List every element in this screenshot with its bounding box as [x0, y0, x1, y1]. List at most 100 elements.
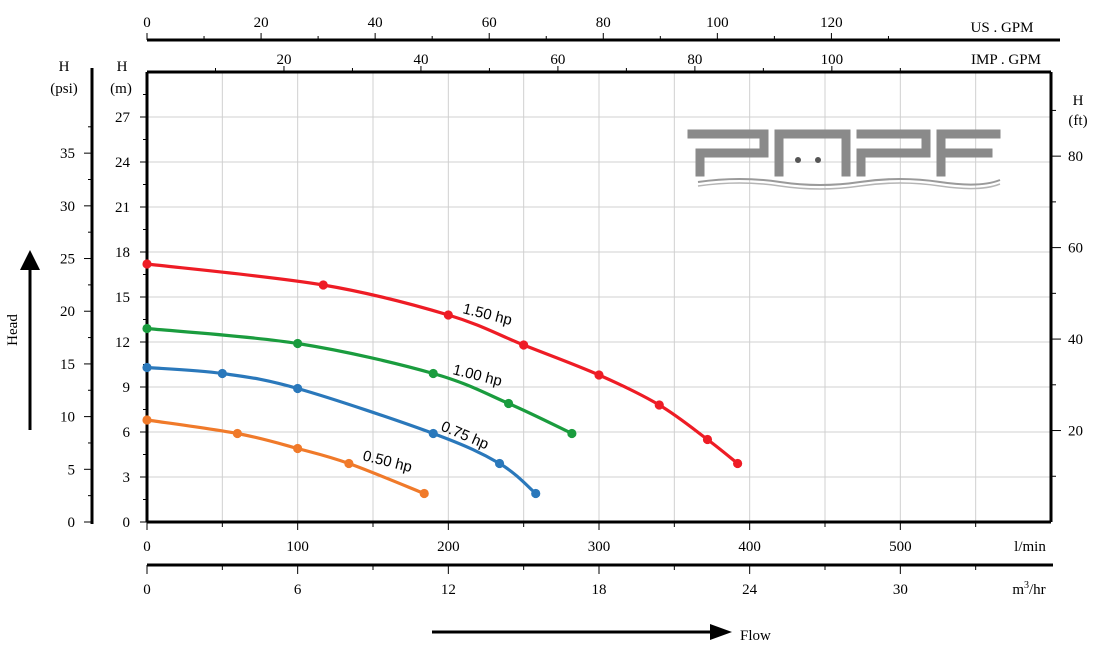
lmin-tick-label: 300 [588, 539, 611, 555]
flow-label: Flow [740, 628, 771, 643]
psi-tick-label: 10 [60, 410, 75, 426]
series-point [318, 280, 328, 290]
usgpm-axis-label: US . GPM [971, 20, 1034, 36]
headm-tick-label: 9 [123, 380, 131, 396]
series-point [142, 323, 152, 334]
series-point [142, 362, 152, 373]
impgpm-axis-label: IMP . GPM [971, 52, 1041, 68]
usgpm-tick-label: 80 [596, 15, 611, 31]
impgpm-tick-label: 80 [687, 52, 702, 68]
series-point [232, 428, 242, 439]
m3hr-tick-label: 0 [143, 582, 151, 598]
m3hr-tick-label: 30 [893, 582, 908, 598]
headm-tick-label: 12 [115, 335, 130, 351]
series-point [519, 340, 529, 350]
ft-tick-label: 20 [1068, 424, 1083, 440]
lmin-tick-label: 500 [889, 539, 912, 555]
headm-tick-label: 6 [123, 425, 131, 441]
grid [146, 71, 1052, 523]
logo-wave-2 [697, 182, 1001, 190]
series-point [428, 368, 438, 379]
m3hr-axis-label: m3/hr [1012, 580, 1045, 598]
series-point [594, 370, 604, 380]
series-point [567, 428, 577, 439]
headm-tick-label: 3 [123, 470, 131, 486]
series-point [504, 398, 514, 409]
psi-tick-label: 0 [68, 515, 76, 531]
headm-tick-label: 27 [115, 110, 131, 126]
lmin-tick-label: 400 [738, 539, 761, 555]
series-label: 1.00 hp [451, 361, 504, 390]
psi-tick-label: 35 [60, 146, 75, 162]
psi-tick-label: 30 [60, 199, 75, 215]
headm-axis-label-h: H [117, 59, 128, 75]
logo-letter-f [936, 129, 1001, 177]
head-arrow-head [20, 250, 40, 270]
series-point [443, 310, 453, 320]
psi-tick-label: 25 [60, 252, 75, 268]
series-label: 0.75 hp [438, 418, 491, 453]
series-label: 1.50 hp [461, 300, 514, 329]
impgpm-tick-label: 20 [276, 52, 291, 68]
lmin-tick-label: 100 [286, 539, 309, 555]
series-point [344, 458, 354, 469]
series-point [494, 458, 505, 469]
m3hr-tick-label: 12 [441, 582, 456, 598]
headm-tick-label: 24 [115, 155, 131, 171]
ft-tick-label: 60 [1068, 241, 1083, 257]
psi-axis-label-h: H [59, 59, 70, 75]
headm-tick-label: 0 [123, 515, 131, 531]
series-point [531, 488, 541, 499]
impgpm-tick-label: 40 [413, 52, 428, 68]
arrows: Head Flow [5, 250, 771, 644]
psi-axis-label-unit: (psi) [50, 81, 78, 97]
logo-letter-p2 [856, 129, 931, 177]
series-point [428, 428, 438, 439]
usgpm-tick-label: 20 [254, 15, 269, 31]
series-point [142, 415, 152, 425]
headm-axis-label-unit: (m) [110, 81, 132, 97]
series-point [733, 458, 743, 469]
series-line-075hp [145, 365, 538, 496]
ft-axis-label-unit: (ft) [1068, 113, 1087, 129]
logo-letter-a [774, 129, 851, 177]
usgpm-tick-label: 120 [820, 15, 843, 31]
usgpm-tick-label: 40 [368, 15, 383, 31]
usgpm-tick-label: 100 [706, 15, 729, 31]
logo-letter-p1 [687, 129, 769, 177]
ft-tick-label: 80 [1068, 149, 1083, 165]
axes [90, 38, 1060, 567]
usgpm-tick-label: 60 [482, 15, 497, 31]
series-point [142, 259, 152, 269]
headm-tick-label: 21 [115, 200, 130, 216]
psi-tick-label: 15 [60, 357, 75, 373]
m3hr-tick-label: 18 [592, 582, 607, 598]
series-point [217, 368, 227, 379]
series-point [419, 488, 429, 499]
lmin-tick-label: 200 [437, 539, 460, 555]
series-point [293, 443, 303, 454]
logo [687, 129, 1001, 190]
series-line-100hp [145, 326, 574, 436]
m3hr-tick-label: 6 [294, 582, 302, 598]
series-point [293, 338, 303, 349]
impgpm-tick-label: 100 [821, 52, 844, 68]
flow-arrow-head [710, 624, 732, 640]
m3hr-tick-label: 24 [742, 582, 758, 598]
curves: 1.50 hp1.00 hp0.75 hp0.50 hp [142, 259, 743, 499]
series-point [293, 383, 303, 394]
headm-tick-label: 18 [115, 245, 130, 261]
logo-wave-1 [697, 178, 1001, 186]
impgpm-tick-label: 60 [550, 52, 565, 68]
usgpm-tick-label: 0 [143, 15, 151, 31]
lmin-tick-label: 0 [143, 539, 151, 555]
ft-tick-label: 40 [1068, 332, 1083, 348]
ft-axis-label-h: H [1073, 93, 1084, 109]
psi-tick-label: 5 [68, 462, 76, 478]
headm-tick-label: 15 [115, 290, 130, 306]
lmin-axis-label: l/min [1014, 539, 1046, 555]
series-point [654, 400, 664, 410]
